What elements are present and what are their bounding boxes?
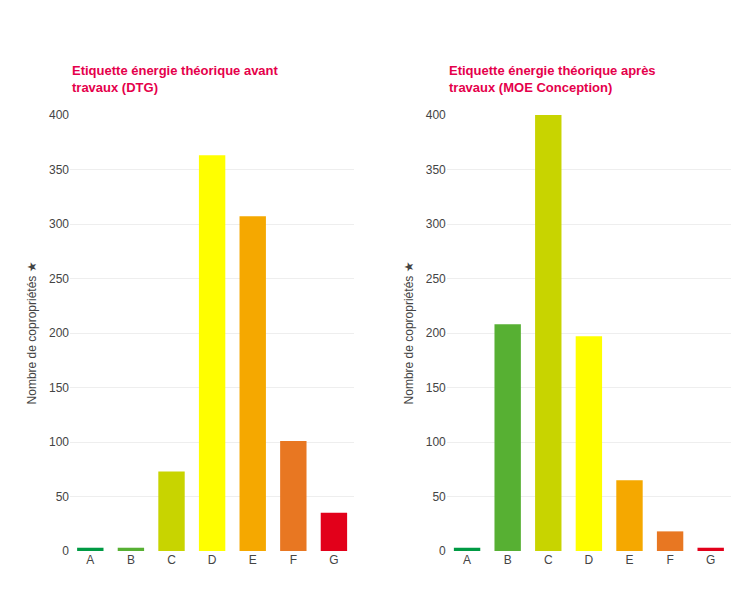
svg-text:400: 400 <box>426 108 446 122</box>
svg-text:400: 400 <box>49 108 69 122</box>
svg-text:B: B <box>504 553 512 567</box>
svg-text:G: G <box>329 553 338 567</box>
svg-text:Etiquette énergie théorique ap: Etiquette énergie théorique aprèstravaux… <box>449 63 656 95</box>
svg-text:A: A <box>463 553 471 567</box>
svg-text:250: 250 <box>426 272 446 286</box>
svg-text:50: 50 <box>432 490 446 504</box>
svg-text:300: 300 <box>49 217 69 231</box>
svg-text:D: D <box>585 553 594 567</box>
svg-text:200: 200 <box>426 326 446 340</box>
svg-text:350: 350 <box>49 163 69 177</box>
svg-text:0: 0 <box>439 544 446 558</box>
svg-text:G: G <box>706 553 715 567</box>
svg-text:200: 200 <box>49 326 69 340</box>
svg-text:C: C <box>167 553 176 567</box>
svg-text:100: 100 <box>426 435 446 449</box>
svg-text:E: E <box>249 553 257 567</box>
svg-text:A: A <box>86 553 94 567</box>
svg-text:150: 150 <box>49 381 69 395</box>
svg-text:B: B <box>127 553 135 567</box>
svg-text:350: 350 <box>426 163 446 177</box>
svg-text:F: F <box>290 553 297 567</box>
svg-text:250: 250 <box>49 272 69 286</box>
svg-text:Nombre de copropriétés ★: Nombre de copropriétés ★ <box>25 262 39 405</box>
svg-text:0: 0 <box>62 544 69 558</box>
svg-text:F: F <box>666 553 673 567</box>
svg-text:D: D <box>208 553 217 567</box>
svg-text:Etiquette énergie théorique av: Etiquette énergie théorique avanttravaux… <box>72 63 279 95</box>
svg-text:C: C <box>544 553 553 567</box>
svg-text:150: 150 <box>426 381 446 395</box>
svg-text:100: 100 <box>49 435 69 449</box>
svg-text:Nombre de copropriétés ★: Nombre de copropriétés ★ <box>402 262 416 405</box>
svg-text:E: E <box>625 553 633 567</box>
svg-text:300: 300 <box>426 217 446 231</box>
svg-text:50: 50 <box>56 490 70 504</box>
